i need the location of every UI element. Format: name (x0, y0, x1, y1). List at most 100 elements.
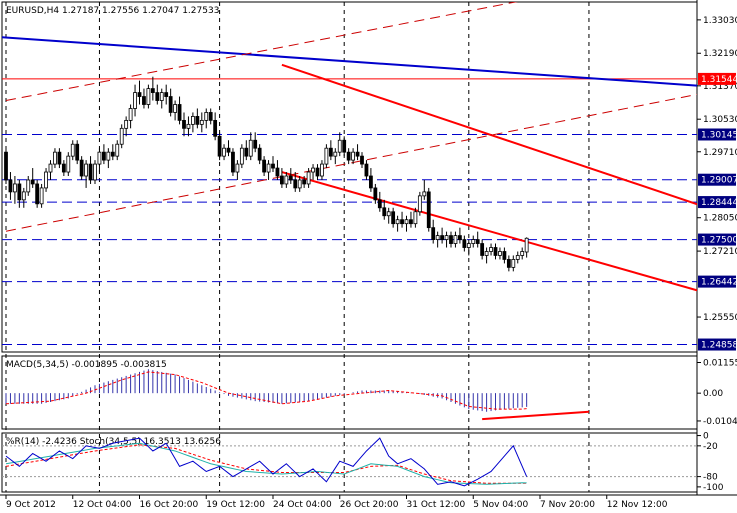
candle-body (4, 151, 8, 181)
candle-body (208, 112, 213, 121)
candle-body (360, 155, 364, 165)
candle-body (351, 151, 356, 161)
time-tick-label: 26 Oct 20:00 (340, 500, 399, 509)
candle-body (75, 143, 80, 161)
candle-body (417, 195, 422, 213)
candle-body (61, 163, 66, 173)
candle-body (386, 211, 391, 217)
stoch-main-line (5, 442, 527, 485)
level-label-box (698, 275, 736, 288)
candle-body (119, 127, 124, 145)
candle-body (128, 108, 133, 121)
candle-body (8, 179, 13, 193)
candle-body (115, 143, 120, 157)
candle-body (395, 219, 400, 225)
candle-body (217, 135, 222, 157)
candle-body (150, 88, 155, 93)
candle-body (502, 251, 507, 260)
candle-body (21, 191, 26, 201)
time-tick-label: 12 Oct 04:00 (73, 500, 132, 509)
stoch-signal-line (5, 444, 527, 484)
price-tick-label: 1.33030 (703, 16, 737, 26)
candle-body (444, 235, 449, 240)
level-label-box (698, 338, 736, 351)
candle-body (480, 243, 485, 256)
trend-line (2, 36, 697, 87)
candle-body (146, 88, 151, 105)
level-label: 1.31544 (701, 75, 737, 85)
candle-body (102, 151, 106, 161)
candle-body (235, 163, 240, 173)
candle-body (475, 239, 480, 244)
price-tick-label: 1.30530 (703, 115, 737, 125)
level-label-box (698, 72, 736, 85)
candle-body (195, 116, 200, 125)
candle-body (489, 247, 493, 252)
candle-body (97, 151, 102, 165)
candle-body (262, 159, 267, 173)
candle-body (449, 235, 453, 244)
candle-body (435, 235, 440, 240)
candle-body (204, 112, 209, 121)
trend-line (281, 171, 697, 292)
candle-body (511, 259, 516, 268)
candle-body (462, 239, 467, 248)
candle-body (413, 211, 418, 225)
candle-body (70, 143, 75, 157)
time-tick-label: 24 Oct 04:00 (273, 500, 332, 509)
candle-body (484, 251, 489, 256)
osc-header-label: %R(14) -2.4236 Stoch(34,5,5) 16.3513 13.… (6, 437, 221, 447)
price-tick-label: 1.32190 (703, 49, 737, 59)
candle-body (355, 151, 360, 157)
candle-body (275, 167, 280, 177)
candle-body (190, 116, 195, 125)
candle-body (177, 104, 182, 121)
trend-line (281, 63, 697, 206)
candle-body (17, 183, 22, 201)
candle-body (373, 187, 378, 201)
candle-body (44, 171, 48, 189)
macd-divergence-line (482, 410, 590, 421)
candle-body (426, 191, 431, 229)
candle-body (342, 139, 347, 153)
candle-body (84, 163, 88, 177)
candle-body (93, 163, 97, 181)
candle-body (182, 119, 186, 129)
main-header-label: EURUSD,H4 1.27187 1.27556 1.27047 1.2753… (6, 6, 219, 16)
candle-body (213, 119, 218, 137)
candle-body (271, 163, 275, 169)
candle-body (164, 92, 169, 97)
macd-tick-label: -0.01047 (703, 417, 737, 427)
candle-body (155, 92, 160, 101)
macd-tick-label: 0.00 (703, 389, 723, 399)
level-label-box (698, 128, 736, 141)
candle-body (346, 151, 351, 161)
level-label-box (698, 196, 736, 209)
candle-body (431, 227, 436, 240)
candle-body (506, 259, 511, 268)
candle-body (53, 151, 57, 165)
candle-body (266, 163, 271, 173)
candle-body (409, 219, 413, 225)
candle-body (453, 235, 458, 244)
candle-body (377, 199, 382, 209)
trend-line (5, 93, 697, 232)
time-tick-label: 12 Nov 12:00 (607, 500, 668, 509)
candle-body (35, 183, 40, 205)
candle-body (173, 104, 178, 113)
time-tick-label: 5 Nov 04:00 (473, 500, 528, 509)
candle-body (222, 147, 226, 157)
candle-body (324, 147, 329, 165)
osc-tick-label: -100 (703, 483, 724, 493)
candle-body (302, 179, 307, 185)
candle-body (284, 175, 289, 185)
price-tick-label: 1.31370 (703, 82, 737, 92)
candle-body (48, 163, 53, 173)
candle-body (124, 119, 129, 129)
candle-body (253, 139, 258, 149)
candle-body (248, 139, 253, 157)
candle-body (422, 191, 427, 197)
time-tick-label: 7 Nov 20:00 (540, 500, 595, 509)
